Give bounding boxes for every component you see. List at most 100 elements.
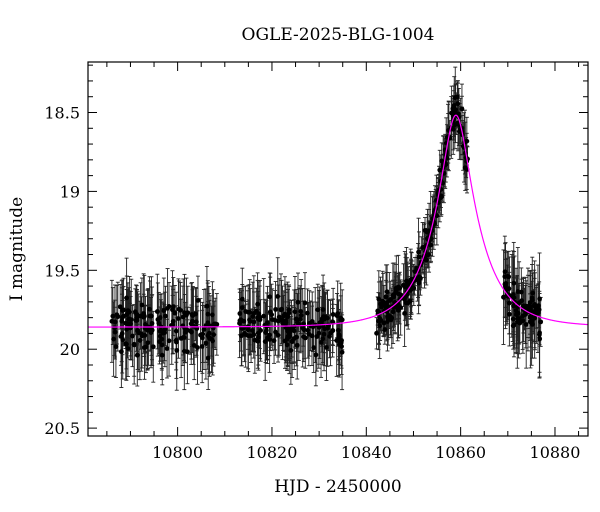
data-point [335, 327, 341, 333]
data-point [279, 317, 285, 323]
data-point [147, 306, 152, 312]
data-point [130, 333, 135, 339]
data-point [330, 328, 336, 333]
data-point [239, 305, 245, 311]
data-point [530, 290, 536, 296]
data-point [535, 303, 541, 309]
data-point [128, 321, 133, 327]
data-point [297, 316, 303, 322]
data-point [537, 296, 542, 302]
data-point [402, 310, 408, 316]
data-point [155, 317, 161, 322]
data-point [510, 293, 516, 299]
data-point [163, 313, 168, 319]
data-point [205, 320, 211, 326]
data-point [267, 332, 272, 338]
data-point [188, 321, 194, 327]
data-point [275, 294, 281, 299]
data-point [301, 327, 307, 333]
data-point [294, 342, 300, 348]
data-point [434, 213, 440, 219]
data-point [502, 269, 508, 275]
data-point [157, 339, 162, 345]
data-point [320, 307, 326, 312]
data-point [330, 312, 336, 317]
data-point [506, 311, 512, 317]
data-point [149, 320, 155, 326]
data-point [209, 312, 215, 318]
x-tick-label: 10800 [152, 443, 203, 462]
data-point [185, 349, 190, 355]
data-point [520, 313, 526, 319]
data-point [189, 329, 194, 335]
data-point [315, 307, 321, 313]
data-point [203, 340, 209, 346]
data-point [191, 343, 197, 348]
data-point [137, 338, 143, 343]
data-point [267, 294, 273, 300]
data-point [199, 344, 205, 349]
data-point [527, 314, 533, 320]
data-point [532, 301, 538, 307]
data-point [305, 327, 311, 333]
data-point [128, 317, 134, 322]
data-point [527, 303, 533, 309]
data-point [282, 311, 288, 317]
data-point [255, 301, 261, 307]
data-point [401, 296, 407, 302]
data-point [275, 332, 281, 338]
data-point [523, 322, 529, 327]
data-point [160, 330, 166, 336]
data-point [124, 326, 129, 332]
data-point [170, 318, 176, 324]
data-point [382, 327, 388, 332]
data-point [292, 309, 298, 315]
data-point [320, 336, 326, 342]
data-point [464, 138, 470, 144]
data-point [376, 318, 381, 324]
data-point [321, 331, 327, 337]
data-point [317, 320, 323, 326]
data-point [159, 342, 165, 348]
data-point [193, 319, 199, 325]
data-point [249, 328, 255, 333]
data-point [313, 352, 319, 358]
data-point [531, 309, 536, 315]
x-axis: 10800 10820 10840 10860 10880 [106, 62, 580, 462]
data-point [407, 287, 413, 293]
data-point [161, 308, 167, 313]
data-point [291, 336, 297, 341]
data-point [422, 227, 428, 233]
data-point [287, 330, 293, 335]
data-point [305, 310, 310, 316]
data-point [398, 305, 404, 310]
data-point [247, 317, 252, 323]
y-tick-label: 20 [60, 340, 80, 359]
y-tick-label: 19.5 [44, 261, 80, 280]
data-point [511, 280, 517, 286]
data-point [263, 330, 268, 335]
data-point [503, 280, 509, 286]
data-point [123, 341, 129, 347]
data-point [376, 296, 382, 302]
data-point [164, 346, 170, 351]
data-point [339, 349, 345, 355]
data-point [205, 355, 211, 361]
data-point [114, 312, 120, 318]
data-point [204, 303, 210, 309]
data-point [510, 323, 516, 329]
data-point [237, 311, 243, 316]
data-point [502, 274, 508, 280]
data-point [455, 101, 461, 107]
data-point [314, 334, 320, 339]
data-point [420, 245, 425, 251]
data-point [383, 294, 389, 300]
data-point [269, 317, 275, 322]
data-point [416, 280, 422, 286]
data-point [404, 279, 410, 285]
data-point [298, 308, 304, 314]
data-point [412, 269, 418, 275]
data-point [322, 316, 327, 322]
y-axis-title: I magnitude [7, 197, 27, 301]
